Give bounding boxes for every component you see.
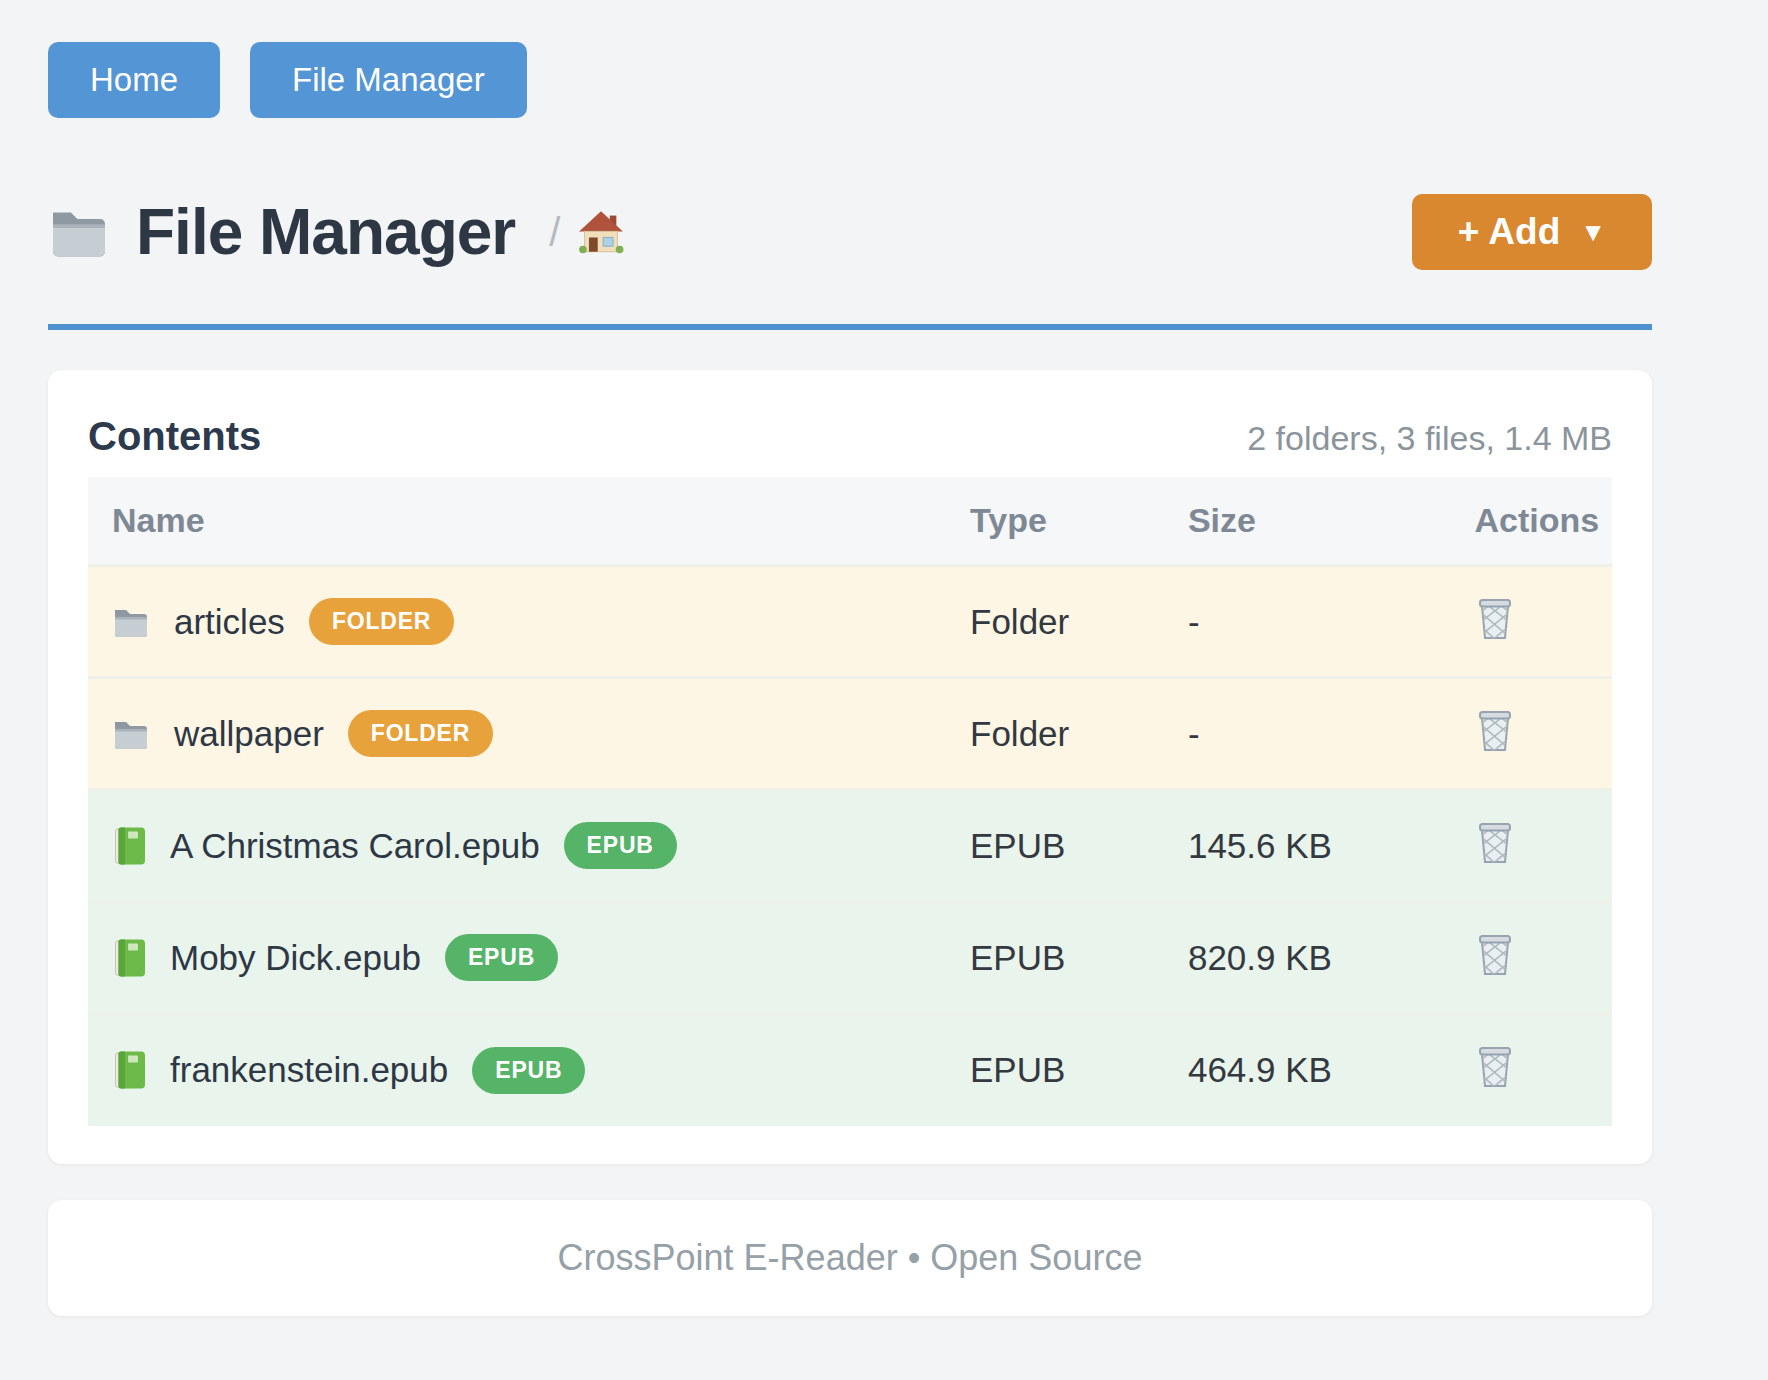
row-badge: EPUB xyxy=(445,934,558,981)
row-actions-cell xyxy=(1450,566,1612,678)
breadcrumb-separator: / xyxy=(549,210,560,255)
file-manager-button[interactable]: File Manager xyxy=(250,42,527,118)
add-button[interactable]: + Add ▼ xyxy=(1412,194,1652,270)
delete-button[interactable] xyxy=(1474,707,1516,753)
folder-icon xyxy=(48,206,110,258)
row-name-cell: wallpaper FOLDER xyxy=(88,678,946,790)
row-actions-cell xyxy=(1450,902,1612,1014)
contents-heading: Contents xyxy=(88,414,261,459)
row-badge: EPUB xyxy=(472,1047,585,1094)
page-container: Home File Manager File Manager / + Add ▼… xyxy=(48,42,1652,1316)
add-button-label: + Add xyxy=(1458,211,1560,253)
column-header-actions: Actions xyxy=(1450,477,1612,566)
row-name-label[interactable]: articles xyxy=(174,602,285,642)
table-row[interactable]: A Christmas Carol.epub EPUB EPUB 145.6 K… xyxy=(88,790,1612,902)
row-badge: FOLDER xyxy=(309,598,454,645)
row-name-label[interactable]: frankenstein.epub xyxy=(170,1050,448,1090)
file-table-head: Name Type Size Actions xyxy=(88,477,1612,566)
row-name-label[interactable]: Moby Dick.epub xyxy=(170,938,421,978)
row-type: EPUB xyxy=(946,1014,1164,1126)
file-table: Name Type Size Actions articles FOLDER F… xyxy=(88,477,1612,1126)
table-row[interactable]: articles FOLDER Folder - xyxy=(88,566,1612,678)
row-name-cell: frankenstein.epub EPUB xyxy=(88,1014,946,1126)
footer-text: CrossPoint E-Reader • Open Source xyxy=(558,1237,1143,1279)
row-badge: FOLDER xyxy=(348,710,493,757)
column-header-type: Type xyxy=(946,477,1164,566)
delete-button[interactable] xyxy=(1474,819,1516,865)
header-divider xyxy=(48,324,1652,330)
trash-icon xyxy=(1474,931,1516,977)
chevron-down-icon: ▼ xyxy=(1580,217,1606,248)
trash-icon xyxy=(1474,595,1516,641)
home-button[interactable]: Home xyxy=(48,42,220,118)
book-icon xyxy=(112,938,146,978)
folder-icon xyxy=(112,718,150,750)
contents-card: Contents 2 folders, 3 files, 1.4 MB Name… xyxy=(48,370,1652,1164)
row-actions-cell xyxy=(1450,1014,1612,1126)
table-row[interactable]: Moby Dick.epub EPUB EPUB 820.9 KB xyxy=(88,902,1612,1014)
row-type: Folder xyxy=(946,566,1164,678)
row-badge: EPUB xyxy=(564,822,677,869)
row-type: EPUB xyxy=(946,790,1164,902)
delete-button[interactable] xyxy=(1474,1043,1516,1089)
table-row[interactable]: frankenstein.epub EPUB EPUB 464.9 KB xyxy=(88,1014,1612,1126)
table-row[interactable]: wallpaper FOLDER Folder - xyxy=(88,678,1612,790)
footer-card: CrossPoint E-Reader • Open Source xyxy=(48,1200,1652,1316)
row-size: - xyxy=(1164,566,1451,678)
row-size: 464.9 KB xyxy=(1164,1014,1451,1126)
book-icon xyxy=(112,1050,146,1090)
row-actions-cell xyxy=(1450,790,1612,902)
page-header: File Manager / + Add ▼ xyxy=(48,192,1652,272)
folder-icon xyxy=(112,606,150,638)
column-header-name: Name xyxy=(88,477,946,566)
row-type: Folder xyxy=(946,678,1164,790)
row-name-label[interactable]: A Christmas Carol.epub xyxy=(170,826,540,866)
delete-button[interactable] xyxy=(1474,931,1516,977)
contents-summary: 2 folders, 3 files, 1.4 MB xyxy=(1247,419,1612,458)
title-wrap: File Manager / xyxy=(48,195,624,269)
page-title: File Manager xyxy=(136,195,515,269)
row-size: - xyxy=(1164,678,1451,790)
top-nav: Home File Manager xyxy=(48,42,1652,118)
row-size: 145.6 KB xyxy=(1164,790,1451,902)
house-icon[interactable] xyxy=(578,210,624,254)
delete-button[interactable] xyxy=(1474,595,1516,641)
row-type: EPUB xyxy=(946,902,1164,1014)
book-icon xyxy=(112,826,146,866)
row-name-label[interactable]: wallpaper xyxy=(174,714,324,754)
trash-icon xyxy=(1474,1043,1516,1089)
file-table-body: articles FOLDER Folder - wallpaper xyxy=(88,566,1612,1126)
row-name-cell: Moby Dick.epub EPUB xyxy=(88,902,946,1014)
row-actions-cell xyxy=(1450,678,1612,790)
trash-icon xyxy=(1474,819,1516,865)
contents-card-header: Contents 2 folders, 3 files, 1.4 MB xyxy=(88,414,1612,459)
row-name-cell: articles FOLDER xyxy=(88,566,946,678)
column-header-size: Size xyxy=(1164,477,1451,566)
trash-icon xyxy=(1474,707,1516,753)
row-size: 820.9 KB xyxy=(1164,902,1451,1014)
row-name-cell: A Christmas Carol.epub EPUB xyxy=(88,790,946,902)
